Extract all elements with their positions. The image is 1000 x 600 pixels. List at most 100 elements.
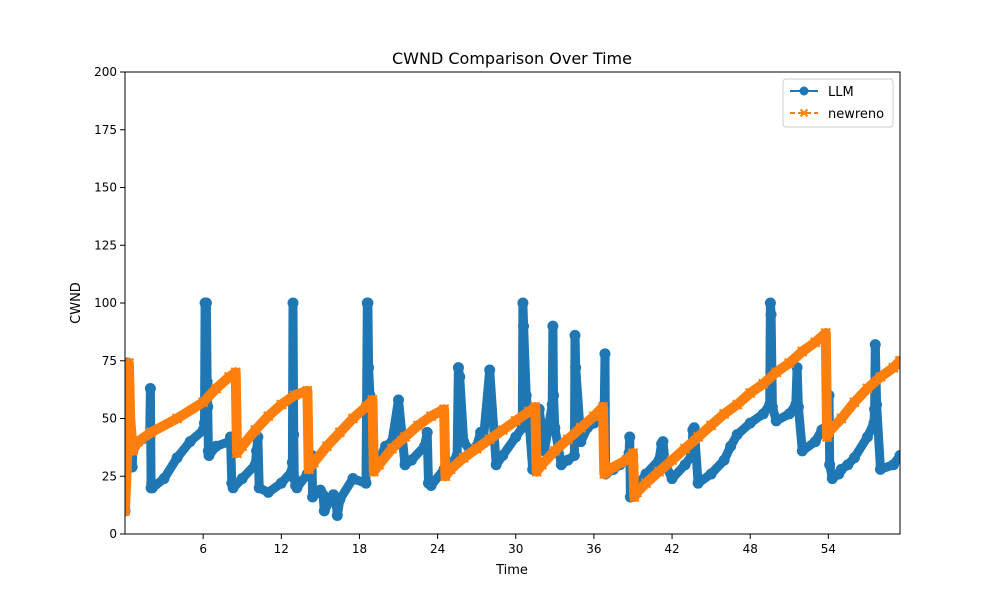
data-point (158, 473, 170, 485)
data-point (624, 431, 636, 443)
data-point (412, 420, 424, 431)
x-tick-label: 36 (586, 542, 601, 556)
data-point (679, 459, 691, 471)
x-tick-label: 12 (274, 542, 289, 556)
data-point (393, 394, 405, 406)
data-point (367, 394, 378, 406)
x-tick-label: 6 (199, 542, 207, 556)
data-point (657, 436, 669, 448)
data-point (197, 397, 209, 408)
data-point (547, 320, 559, 332)
y-tick-label: 25 (102, 469, 117, 483)
data-point (599, 348, 611, 360)
data-point (569, 329, 581, 341)
data-point (458, 436, 470, 448)
data-point (289, 390, 300, 401)
data-point (440, 471, 451, 482)
data-point (452, 362, 464, 374)
data-point (575, 422, 587, 433)
y-tick-label: 50 (102, 412, 117, 426)
data-point (347, 413, 359, 424)
data-point (531, 466, 542, 477)
x-axis: 6 12 18 24 30 36 42 48 54 (199, 534, 836, 556)
data-point (549, 445, 561, 457)
data-point (200, 297, 212, 309)
data-point (454, 371, 466, 383)
data-point (331, 510, 343, 522)
y-tick-label: 175 (94, 123, 117, 137)
data-point (783, 408, 795, 420)
data-point (510, 431, 522, 443)
data-point (725, 440, 737, 452)
data-point (307, 491, 319, 503)
data-point (484, 364, 496, 376)
data-point (198, 417, 210, 429)
data-point (421, 426, 433, 438)
data-point (568, 449, 580, 461)
x-tick-label: 24 (430, 542, 445, 556)
data-point (894, 449, 900, 461)
data-point (718, 408, 730, 420)
data-point (631, 487, 643, 498)
x-axis-label: Time (495, 563, 528, 578)
data-point (125, 413, 136, 424)
data-point (510, 415, 521, 427)
data-point (875, 371, 886, 383)
data-point (303, 464, 314, 475)
data-point (425, 479, 437, 491)
legend-marker-llm (799, 86, 809, 96)
data-point (360, 477, 372, 489)
data-point (546, 399, 558, 411)
data-point (796, 445, 808, 457)
data-point (237, 441, 248, 452)
data-point (438, 404, 450, 415)
data-point (171, 452, 183, 464)
x-tick-label: 30 (508, 542, 523, 556)
data-point (823, 427, 834, 438)
data-point (820, 327, 831, 339)
data-point (347, 473, 359, 485)
data-point (518, 320, 530, 332)
data-point (210, 383, 222, 394)
data-point (497, 424, 508, 436)
data-point (731, 399, 743, 410)
data-point (599, 468, 610, 480)
data-point (849, 397, 860, 408)
data-point (184, 436, 196, 448)
data-point (251, 445, 263, 457)
data-point (425, 410, 437, 422)
data-point (227, 482, 239, 494)
data-point (321, 441, 333, 452)
y-axis: 0 25 50 75 100 125 150 175 200 (94, 65, 125, 541)
data-point (575, 436, 587, 448)
data-point (871, 399, 883, 411)
x-tick-label: 48 (743, 542, 758, 556)
data-point (809, 436, 821, 448)
data-point (475, 426, 487, 438)
x-tick-label: 54 (821, 542, 836, 556)
y-tick-label: 125 (94, 238, 117, 252)
data-point (210, 440, 222, 452)
data-point (125, 505, 131, 517)
data-point (445, 464, 456, 475)
data-point (766, 401, 778, 413)
data-point (201, 376, 213, 388)
data-point (230, 367, 241, 378)
data-point (862, 383, 873, 394)
y-tick-label: 200 (94, 65, 117, 79)
data-point (362, 297, 374, 309)
data-point (471, 443, 482, 454)
data-point (868, 417, 880, 429)
series-newreno (125, 327, 900, 517)
data-point (203, 449, 215, 461)
data-point (523, 406, 534, 417)
data-point (291, 482, 303, 494)
data-point (419, 440, 431, 452)
data-point (666, 454, 678, 466)
data-point (318, 505, 330, 517)
data-point (848, 452, 860, 464)
data-point (399, 431, 411, 443)
data-point (317, 489, 329, 501)
data-point (731, 429, 743, 441)
